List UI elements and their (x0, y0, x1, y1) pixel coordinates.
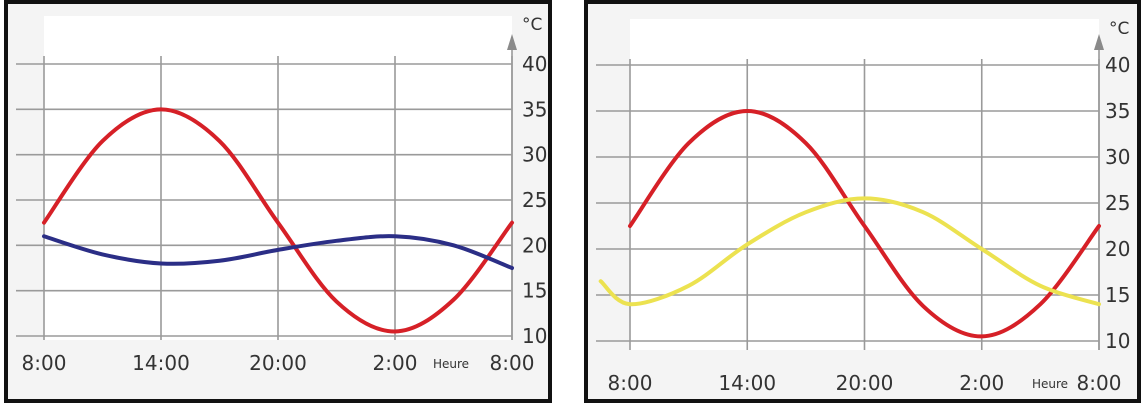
left-x-tick-1: 14:00 (132, 351, 190, 375)
right-x-tick-3: 2:00 (959, 371, 1004, 395)
left-y-tick-35: 35 (522, 97, 547, 121)
right-y-tick-35: 35 (1105, 99, 1130, 123)
right-y-tick-40: 40 (1105, 53, 1130, 77)
left-y-tick-10: 10 (522, 324, 547, 348)
right-y-tick-15: 15 (1105, 283, 1130, 307)
left-y-tick-30: 30 (522, 143, 547, 167)
chart-left-svg: °C 40 35 30 25 20 15 10 8:00 14:00 20:00 2:00 8:00 He… (16, 15, 547, 375)
right-x-axis-word: Heure (1032, 377, 1068, 391)
right-y-tick-25: 25 (1105, 191, 1130, 215)
left-arrow-up-icon (507, 34, 517, 50)
right-x-tick-4: 8:00 (1077, 371, 1122, 395)
right-x-tick-0: 8:00 (608, 371, 653, 395)
left-x-axis-word: Heure (433, 357, 469, 371)
right-x-tick-2: 20:00 (836, 371, 894, 395)
left-x-tick-4: 8:00 (490, 351, 535, 375)
left-y-tick-15: 15 (522, 279, 547, 303)
left-y-tick-40: 40 (522, 52, 547, 76)
chart-right-svg: °C 40 35 30 25 20 15 10 8:00 14:00 20:00 2:00 8:00 He… (596, 19, 1130, 395)
right-y-unit: °C (1109, 19, 1129, 39)
right-arrow-up-icon (1094, 34, 1104, 50)
chart-left: °C 40 35 30 25 20 15 10 8:00 14:00 20:00 2:00 8:00 He… (4, 0, 552, 403)
right-y-tick-30: 30 (1105, 145, 1130, 169)
left-y-tick-25: 25 (522, 188, 547, 212)
right-y-tick-20: 20 (1105, 237, 1130, 261)
left-x-tick-0: 8:00 (22, 351, 67, 375)
right-series-1-line (598, 196, 1101, 307)
left-y-unit: °C (522, 15, 542, 35)
right-y-tick-10: 10 (1105, 329, 1130, 353)
left-x-tick-2: 20:00 (249, 351, 307, 375)
right-series-0-line (628, 108, 1101, 339)
left-x-tick-3: 2:00 (373, 351, 418, 375)
left-y-tick-20: 20 (522, 233, 547, 257)
chart-right: °C 40 35 30 25 20 15 10 8:00 14:00 20:00 2:00 8:00 He… (584, 0, 1141, 403)
right-x-tick-1: 14:00 (718, 371, 776, 395)
